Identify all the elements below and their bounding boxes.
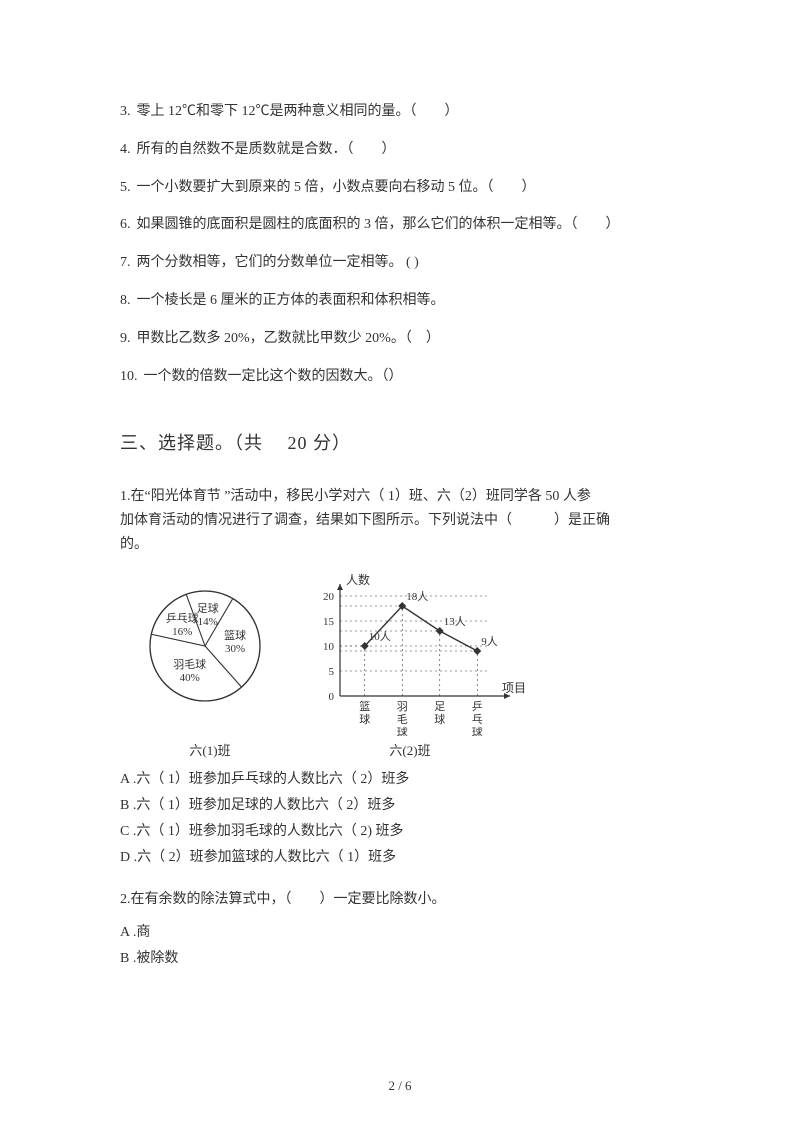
svg-text:球: 球 [434, 712, 445, 726]
option-b: B .被除数 [120, 947, 680, 971]
svg-text:乒乓球: 乒乓球 [166, 611, 199, 625]
svg-text:球: 球 [359, 712, 370, 726]
q-number: 3. [120, 104, 131, 119]
q-number: 7. [120, 255, 131, 270]
q-number: 6. [120, 217, 131, 232]
q-text: 甲数比乙数多 20%，乙数就比甲数少 20%。（ ） [137, 331, 440, 346]
tf-question: 3. 零上 12℃和零下 12℃是两种意义相同的量。（ ） [120, 100, 680, 124]
svg-text:5: 5 [329, 666, 335, 678]
q-text: 一个数的倍数一定比这个数的因数大。（） [144, 369, 403, 384]
q-text-line3: 的。 [120, 533, 680, 557]
svg-text:40%: 40% [180, 672, 200, 684]
tf-question: 6. 如果圆锥的底面积是圆柱的底面积的 3 倍，那么它们的体积一定相等。（ ） [120, 213, 680, 237]
page-footer: 2 / 6 [0, 1075, 800, 1097]
question-3-2: 2.在有余数的除法算式中，（ ）一定要比除数小。 A .商 B .被除数 [120, 888, 680, 971]
section-3-heading: 三、选择题。（共 20 分） [120, 428, 680, 459]
svg-text:人数: 人数 [346, 572, 370, 587]
option-c: C .六（ 1）班参加羽毛球的人数比六（ 2) 班多 [120, 820, 680, 844]
q-text: 两个分数相等，它们的分数单位一定相等。 ( ) [137, 255, 419, 270]
svg-text:项目: 项目 [502, 681, 526, 695]
svg-text:30%: 30% [225, 643, 245, 655]
option-d: D .六（ 2）班参加篮球的人数比六（ 1）班多 [120, 846, 680, 870]
svg-text:毛: 毛 [397, 713, 408, 726]
question-3-1: 1.在“阳光体育节 ”活动中，移民小学对六（ 1）班、六（2）班同学各 50 人… [120, 485, 680, 870]
q2-options: A .商 B .被除数 [120, 921, 680, 971]
q-number: 5. [120, 180, 131, 195]
q-number: 4. [120, 142, 131, 157]
q-text: 在有余数的除法算式中，（ ）一定要比除数小。 [131, 892, 446, 907]
q-text: 如果圆锥的底面积是圆柱的底面积的 3 倍，那么它们的体积一定相等。（ ） [137, 217, 620, 232]
option-a: A .商 [120, 921, 680, 945]
svg-text:10: 10 [323, 641, 335, 653]
svg-text:16%: 16% [172, 626, 192, 638]
q-number: 10. [120, 369, 138, 384]
option-a: A .六（ 1）班参加乒乓球的人数比六（ 2）班多 [120, 768, 680, 792]
svg-text:球: 球 [472, 725, 483, 736]
svg-text:14%: 14% [198, 616, 218, 628]
tf-question: 8. 一个棱长是 6 厘米的正方体的表面积和体积相等。 [120, 289, 680, 313]
tf-question: 9. 甲数比乙数多 20%，乙数就比甲数少 20%。（ ） [120, 327, 680, 351]
tf-question: 10. 一个数的倍数一定比这个数的因数大。（） [120, 365, 680, 389]
svg-text:足球: 足球 [197, 601, 219, 615]
svg-text:乒: 乒 [472, 700, 483, 713]
q-number: 1. [120, 489, 131, 504]
q-text-line2: 加体育活动的情况进行了调查，结果如下图所示。下列说法中（ ）是正确 [120, 509, 680, 533]
pie-chart-label: 六(1)班 [120, 740, 300, 762]
svg-text:足: 足 [434, 701, 445, 713]
q-text: 在“阳光体育节 ”活动中，移民小学对六（ 1）班、六（2）班同学各 50 人参 [131, 489, 591, 504]
svg-text:篮球: 篮球 [224, 628, 246, 642]
svg-text:10人: 10人 [369, 630, 391, 643]
svg-text:0: 0 [329, 691, 335, 703]
line-chart-label: 六(2)班 [300, 740, 520, 762]
svg-text:羽毛球: 羽毛球 [173, 657, 206, 671]
svg-text:篮: 篮 [359, 699, 370, 713]
q1-options: A .六（ 1）班参加乒乓球的人数比六（ 2）班多 B .六（ 1）班参加足球的… [120, 768, 680, 869]
svg-text:羽: 羽 [397, 701, 408, 713]
svg-text:20: 20 [323, 591, 335, 603]
svg-text:13人: 13人 [444, 615, 466, 628]
q-number: 8. [120, 293, 131, 308]
svg-text:15: 15 [323, 616, 335, 628]
q-number: 2. [120, 892, 131, 907]
q-text: 零上 12℃和零下 12℃是两种意义相同的量。（ ） [137, 104, 459, 119]
tf-question: 4. 所有的自然数不是质数就是合数．（ ） [120, 138, 680, 162]
q-text: 一个小数要扩大到原来的 5 倍，小数点要向右移动 5 位。（ ） [137, 180, 536, 195]
tf-question: 7. 两个分数相等，它们的分数单位一定相等。 ( ) [120, 251, 680, 275]
svg-text:乓: 乓 [472, 713, 483, 726]
svg-text:18人: 18人 [406, 590, 428, 603]
svg-text:球: 球 [397, 725, 408, 736]
q-number: 9. [120, 331, 131, 346]
q-text: 一个棱长是 6 厘米的正方体的表面积和体积相等。 [137, 293, 445, 308]
tf-question: 5. 一个小数要扩大到原来的 5 倍，小数点要向右移动 5 位。（ ） [120, 176, 680, 200]
option-b: B .六（ 1）班参加足球的人数比六（ 2）班多 [120, 794, 680, 818]
q-text: 所有的自然数不是质数就是合数．（ ） [137, 142, 396, 157]
svg-text:9人: 9人 [481, 635, 498, 648]
charts-figure: 足球14%篮球30%羽毛球40%乒乓球16%人数项目0510152010人18人… [120, 566, 540, 736]
